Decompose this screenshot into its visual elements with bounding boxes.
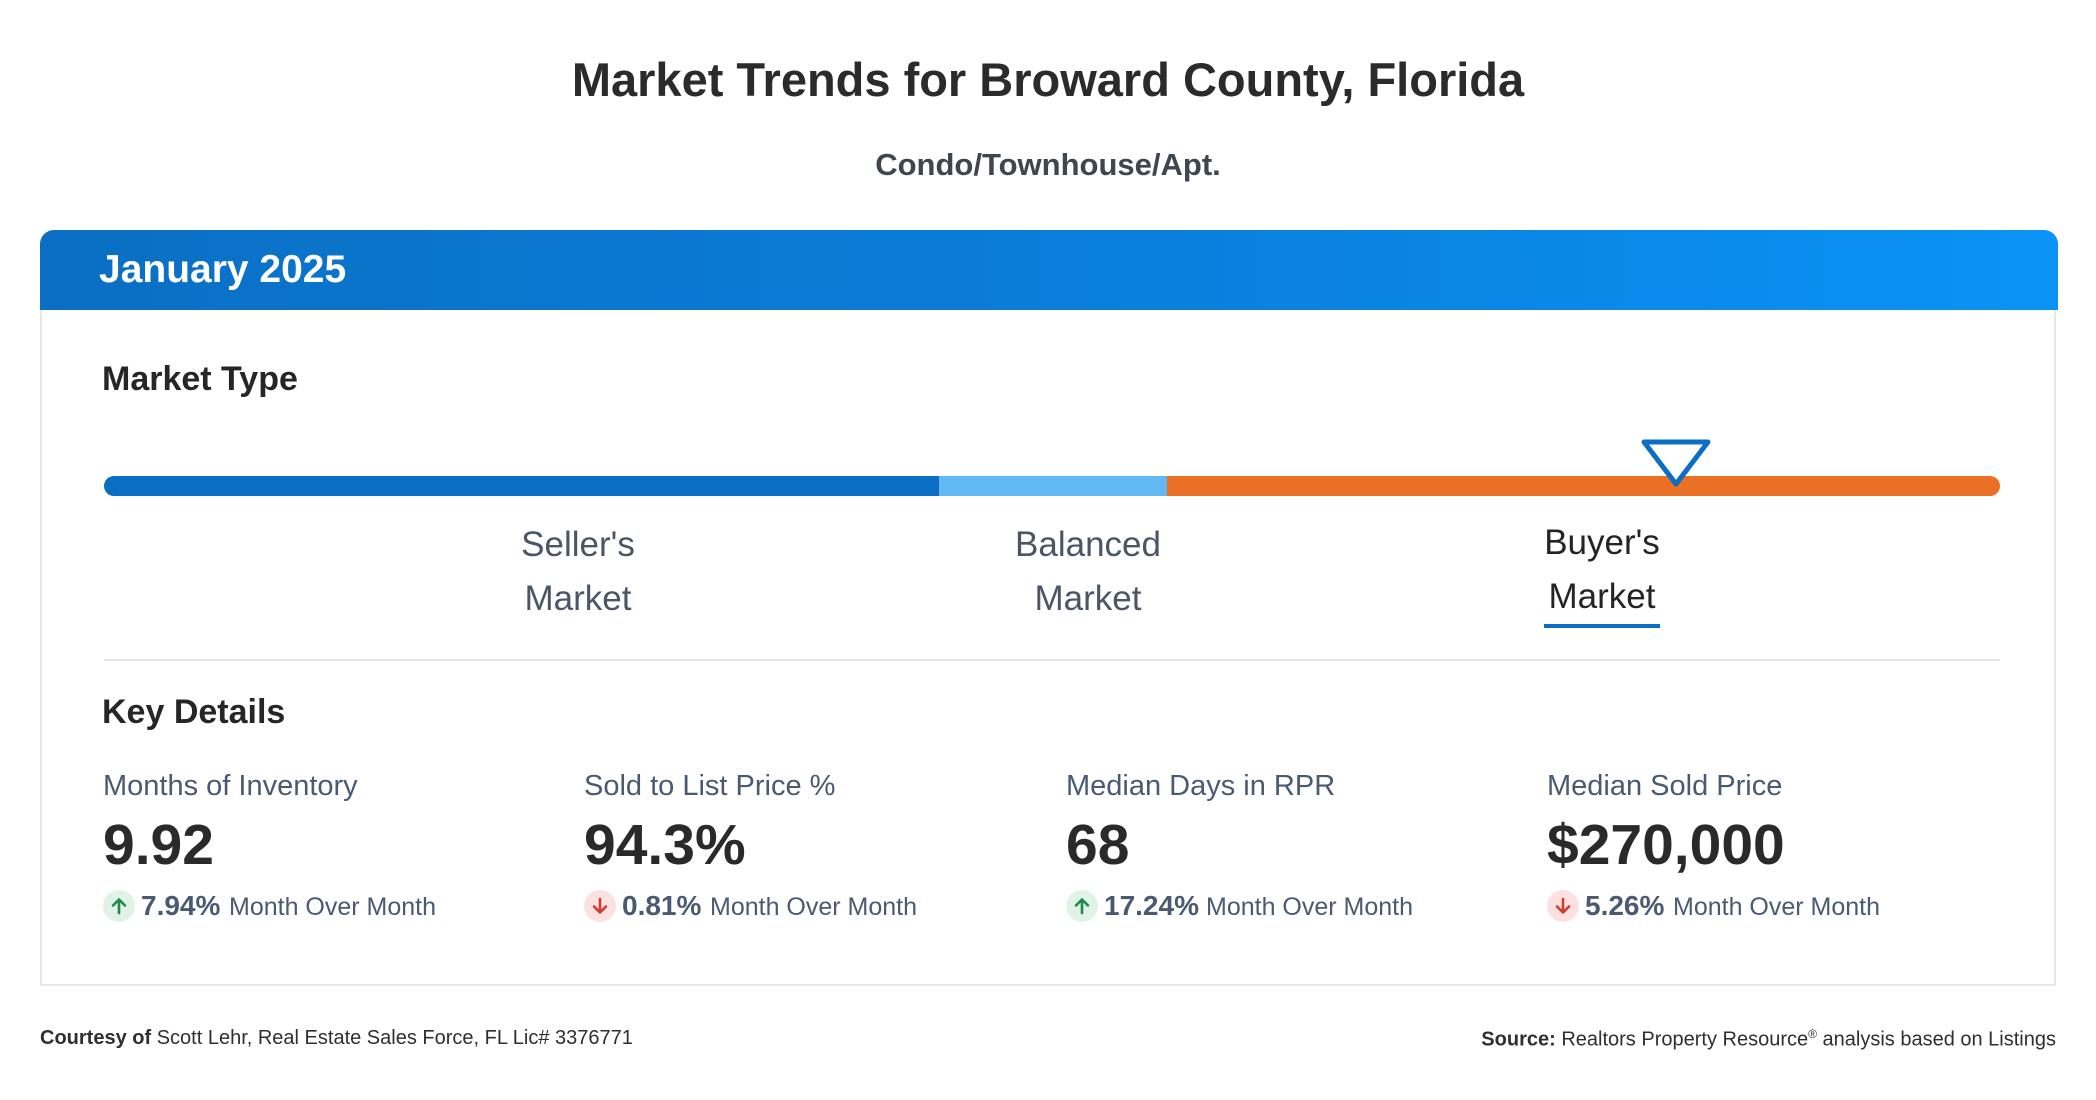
- courtesy-text: Scott Lehr, Real Estate Sales Force, FL …: [156, 1027, 633, 1049]
- page-subtitle: Condo/Townhouse/Apt.: [875, 147, 1221, 182]
- card-header: January 2025: [40, 230, 2058, 310]
- gauge-segment-buyer: [1167, 476, 2000, 496]
- metric-label: Sold to List Price %: [584, 770, 836, 802]
- metric-value: $270,000: [1547, 813, 1785, 877]
- source-text: Realtors Property Resource: [1561, 1028, 1809, 1051]
- period-title: January 2025: [99, 248, 347, 291]
- label-sellers-market: Seller's Market: [521, 525, 635, 618]
- source-text-suffix: analysis based on Listings: [1816, 1028, 2057, 1051]
- source-label: Source:: [1481, 1028, 1556, 1051]
- footer-source: Source: Realtors Property Resource® anal…: [1481, 1027, 2056, 1052]
- metric-value: 9.92: [103, 813, 214, 877]
- arrow-up-icon: [103, 890, 135, 922]
- change-percent: 0.81%: [622, 890, 702, 921]
- metric-label: Median Days in RPR: [1066, 770, 1336, 802]
- key-details-heading: Key Details: [102, 693, 286, 731]
- courtesy-label: Courtesy of: [40, 1027, 152, 1049]
- change-label: Month Over Month: [1206, 893, 1414, 921]
- arrow-down-icon: [584, 890, 616, 922]
- gauge-segment-seller: [104, 476, 939, 496]
- metric-value: 94.3%: [584, 813, 746, 877]
- label-balanced-market: Balanced Market: [1015, 525, 1161, 618]
- registered-mark: ®: [1808, 1027, 1817, 1041]
- market-type-heading: Market Type: [102, 360, 298, 398]
- metric-label: Months of Inventory: [103, 770, 358, 802]
- change-percent: 5.26%: [1585, 890, 1665, 921]
- change-percent: 17.24%: [1104, 890, 1199, 921]
- metric-label: Median Sold Price: [1547, 770, 1783, 802]
- divider: [104, 659, 2000, 661]
- change-label: Month Over Month: [229, 893, 437, 921]
- change-label: Month Over Month: [1673, 893, 1881, 921]
- change-label: Month Over Month: [710, 893, 918, 921]
- change-percent: 7.94%: [141, 890, 221, 921]
- footer-courtesy: Courtesy of Scott Lehr, Real Estate Sale…: [40, 1027, 633, 1050]
- active-market-underline: [1544, 624, 1660, 628]
- metric-value: 68: [1066, 813, 1130, 877]
- market-card: January 2025 Market Type Seller's Market…: [40, 230, 2058, 986]
- page-title: Market Trends for Broward County, Florid…: [571, 53, 1525, 106]
- market-pointer-icon: [1641, 439, 1711, 487]
- label-buyers-market: Buyer's Market: [1544, 523, 1660, 616]
- arrow-up-icon: [1066, 890, 1098, 922]
- arrow-down-icon: [1547, 890, 1579, 922]
- market-type-gauge: [104, 476, 2000, 500]
- gauge-segment-balanced: [939, 476, 1167, 496]
